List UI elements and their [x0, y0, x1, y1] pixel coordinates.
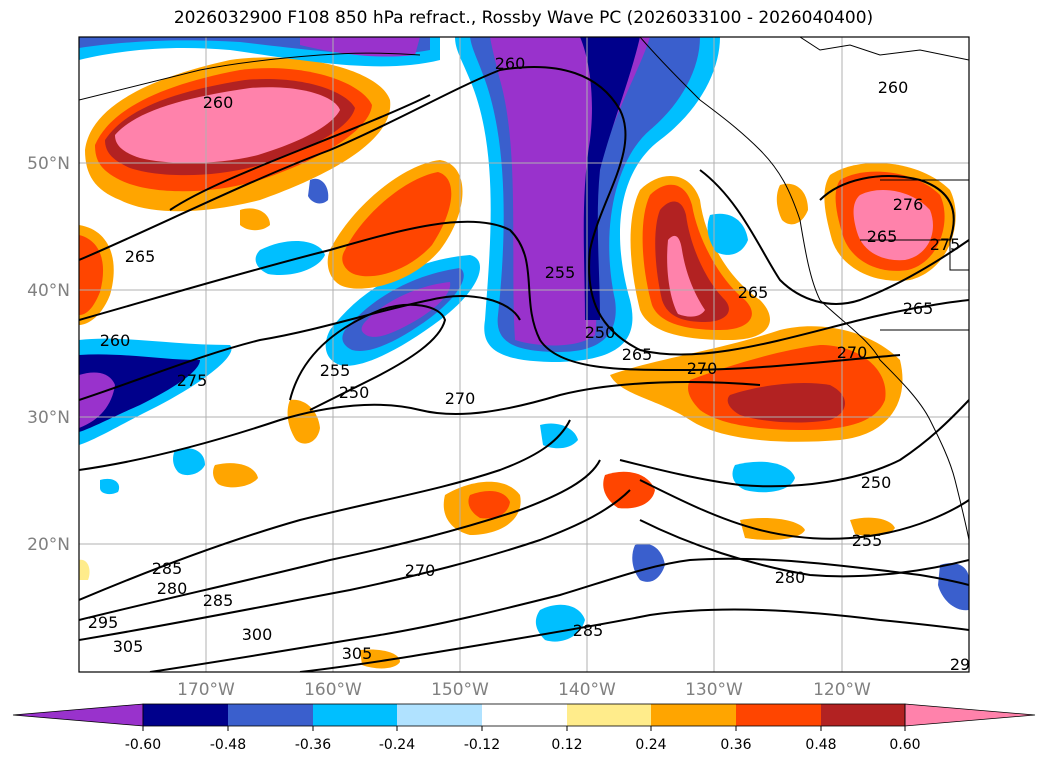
colorbar-tick-label: 0.24 — [635, 737, 666, 753]
map-title: 2026032900 F108 850 hPa refract., Rossby… — [173, 8, 874, 28]
lon-label: 130°W — [685, 680, 743, 700]
contour-label: 285 — [152, 559, 183, 578]
colorbar-tick-label: 0.60 — [889, 737, 920, 753]
colorbar-extend-max — [904, 703, 1036, 727]
contour-label: 255 — [320, 361, 351, 380]
contour-label: 250 — [339, 383, 370, 402]
contour-label: 270 — [445, 389, 476, 408]
contour-label: 260 — [203, 93, 234, 112]
lat-label: 20°N — [27, 535, 70, 555]
contour-labels: 260 260 260 265 260 275 255 250 255 250 … — [88, 54, 970, 674]
contour-label: 265 — [867, 227, 898, 246]
lon-label: 120°W — [813, 680, 871, 700]
colorbar-tick-label: 0.48 — [805, 737, 836, 753]
contour-label: 300 — [242, 625, 273, 644]
colorbar-tick-label: -0.36 — [295, 737, 331, 753]
colorbar-tick-label: 0.36 — [720, 737, 751, 753]
contours — [79, 66, 969, 672]
contour-label: 285 — [573, 621, 604, 640]
contour-label: 260 — [100, 331, 131, 350]
colorbar-tick-label: -0.12 — [464, 737, 500, 753]
lon-label: 140°W — [558, 680, 616, 700]
contour-label: 285 — [203, 591, 234, 610]
coastlines — [79, 37, 969, 541]
contour-label: 275 — [177, 371, 208, 390]
contour-label: 250 — [861, 473, 892, 492]
lon-label: 170°W — [177, 680, 235, 700]
contour-label: 250 — [585, 323, 616, 342]
contour-label: 255 — [852, 531, 883, 550]
contour-label: 265 — [125, 247, 156, 266]
contour-label: 265 — [738, 283, 769, 302]
lat-label: 40°N — [27, 281, 70, 301]
contour-label: 280 — [157, 579, 188, 598]
lon-label: 150°W — [431, 680, 489, 700]
colorbar-extend-min — [12, 703, 144, 727]
contour-label: 275 — [930, 235, 961, 254]
colorbar-tick-label: -0.48 — [210, 737, 246, 753]
contour-label: 276 — [893, 195, 924, 214]
contour-label: 295 — [88, 613, 119, 632]
contour-label: 280 — [775, 568, 806, 587]
colorbar-tick-label: -0.24 — [379, 737, 415, 753]
contour-label: 270 — [837, 343, 868, 362]
contour-label: 260 — [878, 78, 909, 97]
graticule — [79, 37, 969, 672]
contour-label: 270 — [405, 561, 436, 580]
contour-label: 260 — [495, 54, 526, 73]
colorbar-tick-label: 0.12 — [551, 737, 582, 753]
colorbar: -0.60 -0.48 -0.36 -0.24 -0.12 0.12 0.24 … — [12, 703, 1036, 753]
contour-label: 270 — [687, 359, 718, 378]
lon-label: 160°W — [304, 680, 362, 700]
lat-label: 50°N — [27, 154, 70, 174]
contour-label: 305 — [113, 637, 144, 656]
contour-label: 255 — [545, 263, 576, 282]
colorbar-tick-label: -0.60 — [125, 737, 161, 753]
map-frame — [78, 36, 970, 673]
contour-label: 305 — [342, 644, 373, 663]
contour-label: 265 — [903, 299, 934, 318]
contour-label: 265 — [622, 345, 653, 364]
lat-label: 30°N — [27, 408, 70, 428]
contour-label: 29 — [950, 655, 970, 674]
